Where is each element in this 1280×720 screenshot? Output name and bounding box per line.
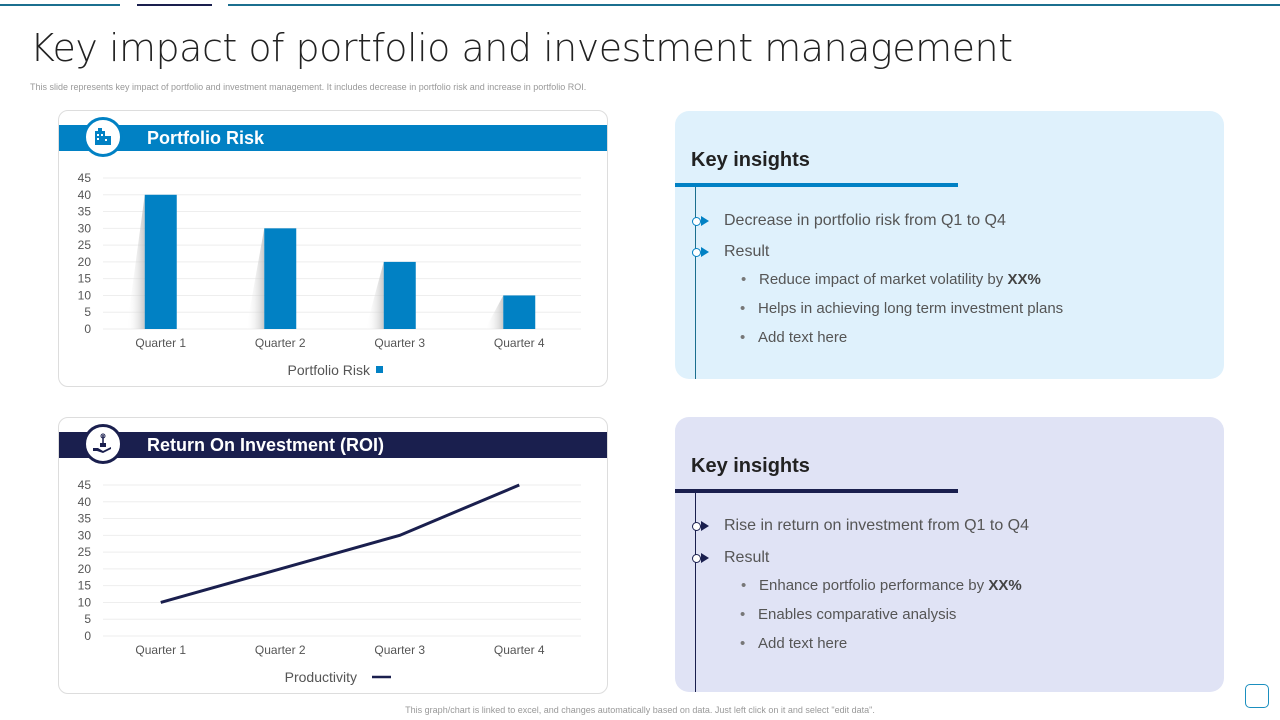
corner-button[interactable] [1245, 684, 1269, 708]
legend-label: Productivity [285, 669, 357, 685]
building-icon [83, 117, 123, 157]
timeline-line [695, 493, 696, 692]
bullet-text: Enhance portfolio performance by [759, 577, 989, 594]
timeline-marker-icon [692, 248, 701, 257]
roi-chart: 0 5 10 15 20 25 30 35 40 45 Quarter 1 Quarter 2 Quar… [78, 478, 581, 685]
timeline-marker-icon [692, 217, 701, 226]
x-tick-label: Quarter 4 [494, 336, 545, 350]
card-title: Return On Investment (ROI) [59, 432, 607, 458]
x-tick-label: Quarter 4 [494, 643, 545, 657]
insight-bullet: Reduce impact of market volatility by XX… [741, 271, 1041, 288]
insights-heading: Key insights [691, 149, 810, 171]
bullet-text: Add text here [758, 329, 848, 346]
insight-bullet: Add text here [740, 329, 848, 346]
portfolio-risk-card: Portfolio Risk 0 5 10 15 20 25 30 35 40 45 Quarter… [58, 110, 608, 387]
insight-point: Decrease in portfolio risk from Q1 to Q4 [724, 212, 1006, 229]
insight-bullet: Add text here [740, 635, 848, 652]
top-rule [137, 4, 212, 6]
y-tick-label: 40 [78, 188, 92, 202]
x-tick-label: Quarter 1 [135, 336, 186, 350]
y-tick-label: 25 [78, 238, 92, 252]
y-tick-label: 0 [84, 322, 91, 336]
y-tick-label: 10 [78, 288, 92, 302]
series-line [160, 483, 520, 604]
bar [264, 228, 297, 329]
timeline-line [695, 187, 696, 379]
x-tick-label: Quarter 3 [374, 336, 425, 350]
bar [144, 194, 177, 329]
heading-underline [675, 489, 958, 493]
insight-bullet: Enhance portfolio performance by XX% [741, 577, 1022, 594]
insight-result: Result [724, 243, 770, 260]
insight-point: Rise in return on investment from Q1 to … [724, 517, 1030, 534]
key-insights-panel: Key insights Rise in return on investment… [675, 417, 1224, 692]
top-rule [228, 4, 1280, 6]
x-tick-label: Quarter 2 [255, 643, 306, 657]
timeline-marker-icon [692, 522, 701, 531]
y-tick-label: 5 [84, 612, 91, 626]
x-tick-label: Quarter 2 [255, 336, 306, 350]
roi-card: Return On Investment (ROI) 0 5 10 15 20 25 30 3… [58, 417, 608, 694]
key-insights-panel: Key insights Decrease in portfolio risk f… [675, 111, 1224, 379]
insights-heading: Key insights [691, 455, 810, 477]
bullet-bold: XX% [1007, 271, 1041, 288]
insight-bullet: Enables comparative analysis [740, 606, 957, 623]
arrow-right-icon [701, 553, 709, 563]
footer-note: This graph/chart is linked to excel, and… [405, 705, 875, 715]
bar [383, 261, 416, 329]
bar [503, 295, 536, 329]
y-tick-label: 15 [78, 272, 92, 286]
y-tick-label: 25 [78, 545, 92, 559]
bullet-text: Add text here [758, 635, 848, 652]
y-tick-label: 30 [78, 221, 92, 235]
bullet-bold: XX% [988, 577, 1022, 594]
y-tick-label: 35 [78, 205, 92, 219]
y-tick-label: 20 [78, 255, 92, 269]
y-tick-label: 30 [78, 528, 92, 542]
bar-shadow [126, 194, 145, 329]
y-tick-label: 20 [78, 562, 92, 576]
arrow-right-icon [701, 216, 709, 226]
legend-swatch [376, 366, 383, 373]
bullet-text: Enables comparative analysis [758, 606, 957, 623]
bar-shadow [485, 295, 504, 329]
y-tick-label: 10 [78, 595, 92, 609]
arrow-right-icon [701, 521, 709, 531]
hand-money-plant-icon [83, 424, 123, 464]
card-title: Portfolio Risk [59, 125, 607, 151]
insight-bullet: Helps in achieving long term investment … [740, 300, 1064, 317]
heading-underline [675, 183, 958, 187]
portfolio-risk-chart: 0 5 10 15 20 25 30 35 40 45 Quarter 1 Quarter 2 Quar… [78, 171, 581, 378]
y-tick-label: 15 [78, 579, 92, 593]
page-subtitle: This slide represents key impact of port… [30, 82, 587, 92]
legend-label: Portfolio Risk [288, 362, 371, 378]
y-tick-label: 0 [84, 629, 91, 643]
page-title: Key impact of portfolio and investment m… [30, 26, 1013, 70]
y-tick-label: 5 [84, 305, 91, 319]
y-tick-label: 45 [78, 171, 92, 185]
x-tick-label: Quarter 3 [374, 643, 425, 657]
bar-shadow [246, 228, 265, 329]
x-tick-label: Quarter 1 [135, 643, 186, 657]
bullet-text: Helps in achieving long term investment … [758, 300, 1064, 317]
timeline-marker-icon [692, 554, 701, 563]
y-tick-label: 45 [78, 478, 92, 492]
top-rule [0, 4, 120, 6]
arrow-right-icon [701, 247, 709, 257]
insight-result: Result [724, 549, 770, 566]
bullet-text: Reduce impact of market volatility by [759, 271, 1008, 288]
y-tick-label: 35 [78, 512, 92, 526]
y-tick-label: 40 [78, 495, 92, 509]
